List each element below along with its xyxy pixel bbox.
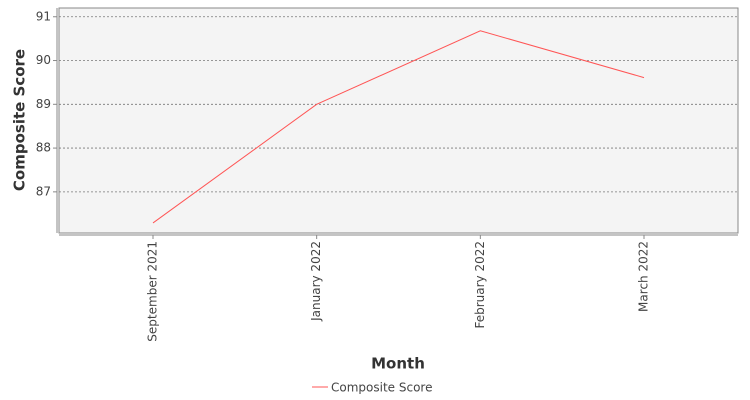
y-axis-title: Composite Score [11, 49, 29, 191]
x-tick-label: March 2022 [637, 241, 651, 312]
y-tick-label: 88 [36, 141, 51, 155]
x-axis-title: Month [371, 355, 425, 373]
line-series [152, 30, 645, 224]
y-tick-label: 87 [36, 184, 51, 198]
y-tick-label: 91 [36, 9, 51, 23]
x-tick-label: September 2021 [146, 241, 160, 342]
x-tick-label: January 2022 [309, 241, 323, 322]
x-tick-label: February 2022 [473, 241, 487, 329]
legend-label: Composite Score [331, 381, 432, 395]
plot-area [58, 7, 739, 234]
y-tick-label: 90 [36, 53, 51, 67]
y-tick-label: 89 [36, 97, 51, 111]
